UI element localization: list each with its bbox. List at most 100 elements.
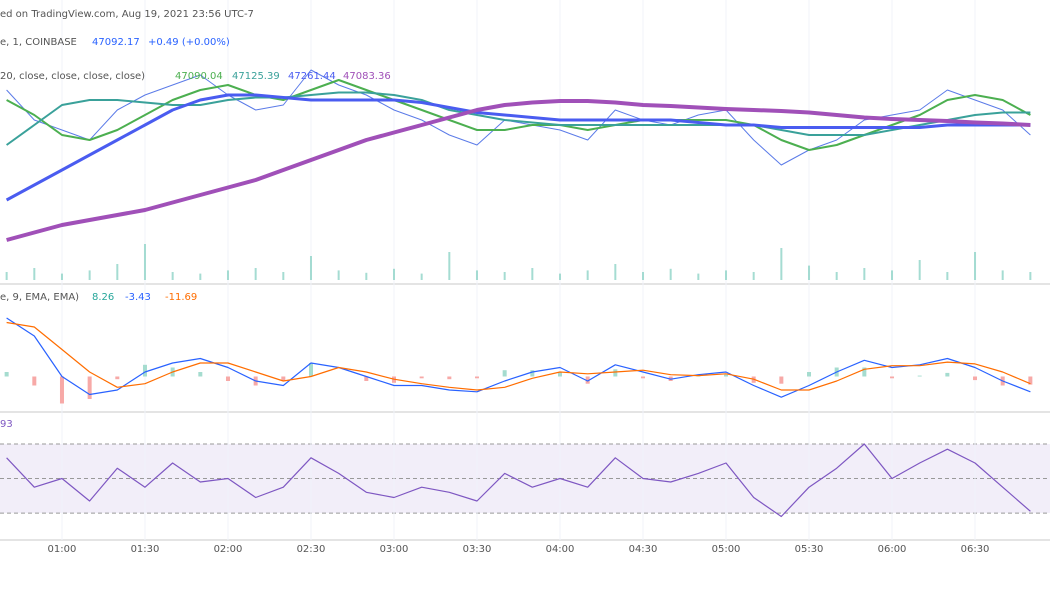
macd-label: e, 9, EMA, EMA) [0,292,79,303]
volume-bar [226,270,229,280]
price-line [6,69,1031,166]
volume-bar [448,252,451,280]
volume-bar [254,268,257,280]
ma-value: 47083.36 [343,71,391,82]
histogram-bar [973,376,978,381]
ma-value: 47261.44 [288,71,336,82]
histogram-bar [87,376,92,399]
macd-reading: -11.69 [165,292,197,303]
histogram-bar [308,363,313,377]
volume-bar [697,273,700,280]
volume-bar [863,268,866,280]
rsi-label: 93 [0,419,13,430]
histogram-bar [724,374,729,377]
histogram-bar [917,375,922,377]
volume-bar [725,270,728,280]
volume-bar [974,252,977,280]
histogram-bar [530,370,535,377]
symbol: e, 1, COINBASE [0,37,77,48]
volume-bar [780,248,783,280]
histogram-bar [115,376,120,380]
volume-bar [392,268,395,280]
volume-bar [420,273,423,280]
histogram-bar [807,372,812,377]
volume-bar [891,270,894,280]
volume-bar [143,244,146,280]
volume-bar [1029,272,1032,280]
histogram-bar [945,372,950,377]
histogram-bar [558,372,562,377]
x-tick-label: 02:00 [214,544,243,555]
price-line [6,99,1031,242]
volume-bar [586,270,589,280]
volume-bar [282,272,285,280]
price-line [6,91,1031,146]
price-line [5,93,1031,202]
x-tick-label: 06:00 [878,544,907,555]
macd-reading: 8.26 [92,292,114,303]
histogram-bar [142,364,147,377]
x-tick-label: 05:00 [712,544,741,555]
histogram-bar [364,376,369,381]
volume-bar [503,272,506,280]
macd-reading: -3.43 [125,292,151,303]
x-tick-label: 04:00 [546,544,575,555]
macd-line [6,321,1031,391]
volume-bar [808,265,811,280]
legend: ed on TradingView.com, Aug 19, 2021 23:5… [0,9,989,555]
volume-bar [337,270,340,280]
price-line [6,79,1031,151]
volume-bar [835,272,838,280]
histogram-bar [225,376,230,381]
volume-bar [642,272,645,280]
volume-bar [559,273,561,280]
histogram-bar [779,376,784,384]
histogram-bar [502,370,507,377]
histogram-bar [862,367,867,377]
histogram-bar [419,376,424,379]
change: +0.49 (+0.00%) [148,37,230,48]
histogram-bar [59,376,64,404]
volume-bar [918,260,921,280]
ma-value: 47125.39 [232,71,280,82]
volume-bar [88,270,91,280]
ma-value: 47090.04 [175,71,223,82]
volume-bar [60,273,63,280]
x-tick-label: 05:30 [795,544,824,555]
price: 47092.17 [92,37,140,48]
volume-bar [33,268,36,280]
x-tick-label: 04:30 [629,544,658,555]
histogram-bar [1028,376,1033,385]
grid [0,0,1050,540]
histogram-bar [447,376,452,380]
volume-bar [669,268,672,280]
volume-bar [116,264,119,280]
ma-label: 20, close, close, close, close) [0,71,145,82]
volume-bar [199,273,202,280]
x-tick-label: 03:00 [380,544,409,555]
histogram-bar [890,376,895,379]
histogram-bar [585,376,590,384]
volume-bar [946,272,949,280]
x-tick-label: 03:30 [463,544,492,555]
x-tick-label: 06:30 [961,544,990,555]
volume-bar [531,268,534,280]
histogram-bar [613,369,618,377]
macd-line [6,317,1031,398]
volume-bar [614,264,617,280]
volume-bar [365,272,368,280]
rsi-line [6,443,1031,518]
x-tick-label: 02:30 [297,544,326,555]
histogram-bar [281,376,286,381]
histogram-bar [641,376,646,379]
x-tick-label: 01:30 [131,544,160,555]
histogram-bar [32,376,37,386]
volume-bar [752,272,755,280]
volume-bar [1001,270,1004,280]
histogram-bar [198,372,203,377]
volume-bar [309,256,312,280]
volume-bar [475,270,478,280]
volume-bar [171,272,174,280]
